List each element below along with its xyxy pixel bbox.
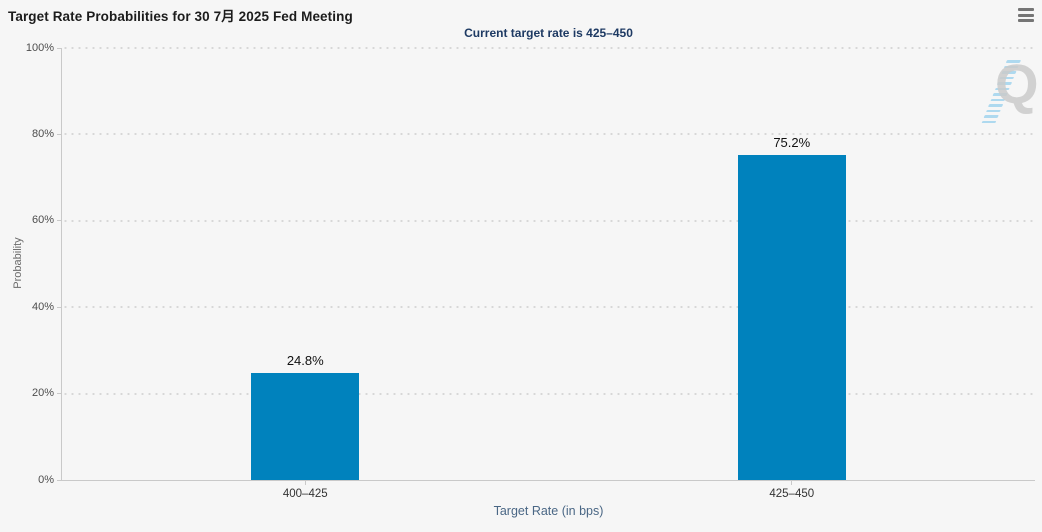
chart-subtitle: Current target rate is 425–450 [464,26,633,40]
y-tick-label: 80% [31,127,54,140]
y-tick-label: 100% [25,41,54,54]
gridline [62,219,1035,222]
gridline [62,392,1035,395]
x-category-label: 400–425 [282,488,328,500]
y-tick-mark [57,306,62,308]
x-category-label: 425–450 [769,488,815,500]
y-tick-label: 60% [31,214,54,227]
x-axis-line [61,480,1035,481]
probability-bar[interactable] [737,155,846,480]
hamburger-icon [1018,13,1034,17]
gridline [62,47,1035,49]
quikstrike-watermark-logo: Q [995,52,1039,115]
x-axis-title: Target Rate (in bps) [493,504,604,518]
y-tick-label: 40% [31,300,54,313]
y-tick-mark [57,220,62,222]
y-tick-mark [57,47,62,49]
y-tick-label: 20% [31,387,54,400]
chart-title: Target Rate Probabilities for 30 7月 2025… [8,9,353,24]
x-tick-mark [791,480,793,485]
y-axis-title: Probability [12,237,24,289]
bar-value-label: 75.2% [773,135,811,151]
chart-context-menu-button[interactable] [1016,5,1038,25]
hamburger-icon [1018,19,1034,22]
gridline [62,306,1035,309]
y-tick-mark [57,479,62,481]
y-tick-mark [57,133,62,135]
y-tick-label: 0% [38,473,54,486]
y-axis-line [61,48,62,480]
y-tick-mark [57,393,62,395]
gridline [62,133,1035,136]
x-tick-mark [304,480,306,485]
bar-value-label: 24.8% [286,352,324,368]
hamburger-icon [1018,8,1034,11]
probability-bar[interactable] [251,372,360,480]
